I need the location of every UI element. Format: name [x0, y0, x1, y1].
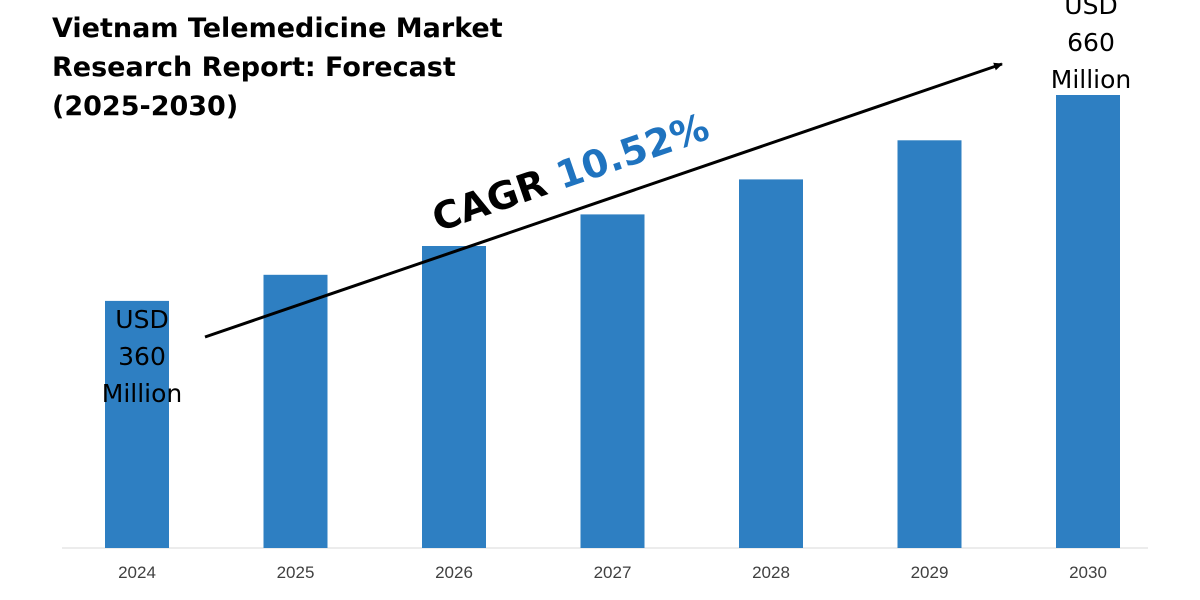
bar-2030	[1056, 95, 1120, 548]
cagr-prefix: CAGR	[427, 156, 565, 240]
start-label-line-2: 360	[118, 342, 166, 371]
bar-2027	[580, 214, 645, 548]
x-tick-2025: 2025	[277, 563, 315, 582]
growth-trend-arrow	[204, 62, 1003, 339]
start-value-callout: USD 360 Million	[102, 305, 183, 408]
end-value-callout: USD 660 Million	[1051, 0, 1132, 94]
x-tick-2027: 2027	[594, 563, 632, 582]
x-tick-2028: 2028	[752, 563, 790, 582]
chart-title-line-3: (2025-2030)	[52, 91, 238, 122]
x-tick-2030: 2030	[1069, 563, 1107, 582]
x-tick-2026: 2026	[435, 563, 473, 582]
bar-2029	[897, 140, 962, 549]
chart-title-line-2: Research Report: Forecast	[52, 52, 456, 83]
bar-2028	[739, 179, 803, 548]
bar-2025	[263, 274, 328, 548]
start-label-line-3: Million	[102, 379, 183, 408]
chart-title-line-1: Vietnam Telemedicine Market	[52, 13, 503, 44]
cagr-value: 10.52%	[550, 105, 714, 198]
x-tick-labels: 2024 2025 2026 2027 2028 2029 2030	[118, 563, 1107, 582]
end-label-line-3: Million	[1051, 65, 1132, 94]
x-tick-2024: 2024	[118, 563, 156, 582]
bars-group	[105, 95, 1120, 549]
start-label-line-1: USD	[115, 305, 168, 334]
bar-2024	[105, 300, 169, 548]
end-label-line-1: USD	[1064, 0, 1117, 20]
bar-2026	[422, 246, 486, 548]
x-tick-2029: 2029	[911, 563, 949, 582]
cagr-label: CAGR 10.52%	[427, 105, 715, 241]
end-label-line-2: 660	[1067, 28, 1115, 57]
